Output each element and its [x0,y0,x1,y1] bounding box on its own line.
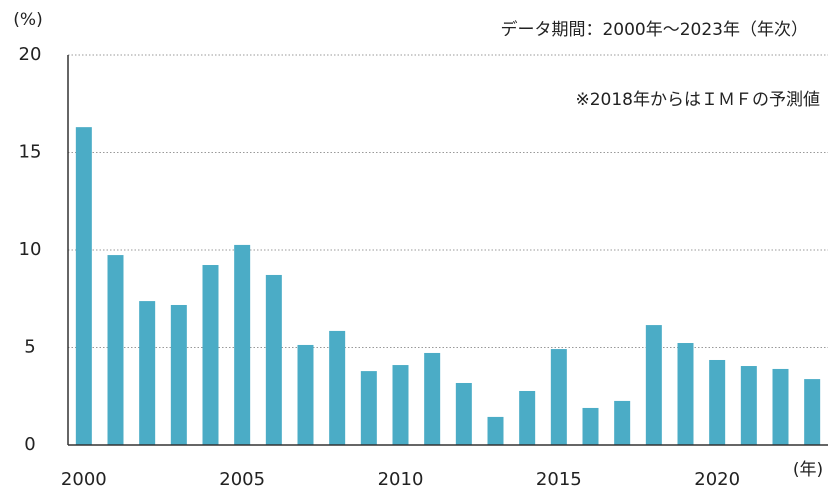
bar [487,416,504,445]
bar [455,382,472,445]
bar [550,349,567,445]
x-axis-label: (年) [793,460,823,480]
bar [202,265,219,445]
y-tick-label: 5 [24,337,35,358]
bar [677,343,694,445]
bar [740,366,757,445]
bar [645,325,662,445]
annotation: ※2018年からはＩＭＦの予測値 [575,90,820,110]
bar [392,365,409,445]
y-tick-label: 10 [19,239,42,260]
bar [107,255,124,445]
x-tick-label: 2005 [219,469,265,490]
x-tick-label: 2020 [694,469,740,490]
y-tick-label: 20 [19,44,42,65]
bar [424,352,441,445]
bar [582,407,599,445]
y-axis-label: (%) [13,10,42,30]
subtitle: データ期間：2000年～2023年（年次） [500,19,808,40]
bar [329,330,346,445]
bar [772,368,789,445]
bar [265,274,282,445]
x-tick-label: 2010 [378,469,424,490]
x-tick-label: 2015 [536,469,582,490]
bar [139,301,156,445]
bar [297,344,314,445]
bar [75,127,92,446]
x-tick-label: 2000 [61,469,107,490]
y-tick-label: 0 [24,434,35,455]
bar [234,244,251,445]
bar [519,390,536,445]
bar [804,379,821,445]
bar [614,400,631,445]
bar [170,304,187,445]
y-tick-label: 15 [19,142,42,163]
bar [709,359,726,445]
bar [360,371,377,445]
